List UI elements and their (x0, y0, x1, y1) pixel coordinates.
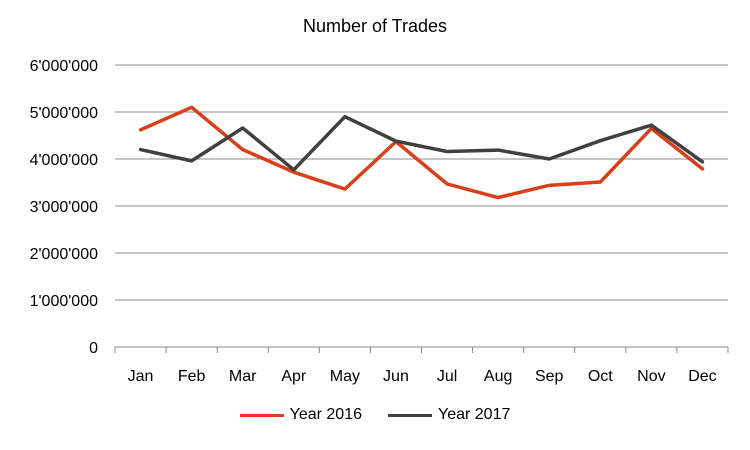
legend-label-2016: Year 2016 (289, 406, 362, 423)
series-line-2016 (138, 105, 705, 200)
x-tick-label: Jan (128, 368, 154, 385)
legend-label-2017: Year 2017 (438, 406, 511, 423)
legend: Year 2016 Year 2017 (0, 406, 750, 424)
y-tick-label: 1'000'000 (30, 293, 99, 310)
series-lines (138, 105, 705, 200)
legend-item-2017: Year 2017 (388, 406, 510, 424)
x-tick-label: Sep (535, 368, 564, 385)
x-tick-label: Jul (437, 368, 457, 385)
gridlines (115, 64, 728, 301)
y-tick-label: 2'000'000 (30, 246, 99, 263)
series-line-2017 (138, 114, 705, 172)
y-tick-label: 0 (89, 340, 98, 357)
x-axis-ticks: Jan Feb Mar Apr May Jun Jul Aug Sep Oct Nov Dec (114, 347, 729, 385)
x-tick-label: Mar (229, 368, 257, 385)
y-axis-ticks: 0 1'000'000 2'000'000 3'000'000 4'000'000 5'0… (30, 58, 99, 357)
legend-item-2016: Year 2016 (239, 406, 362, 424)
y-tick-label: 6'000'000 (30, 58, 99, 75)
x-tick-label: Apr (281, 368, 307, 385)
x-tick-label: Aug (484, 368, 512, 385)
x-tick-label: May (330, 368, 360, 385)
chart-title: Number of Trades (302, 16, 448, 36)
x-tick-label: Dec (688, 368, 716, 385)
x-tick-label: Nov (637, 368, 665, 385)
y-tick-label: 3'000'000 (30, 199, 99, 216)
x-tick-label: Jun (383, 368, 409, 385)
y-tick-label: 4'000'000 (30, 152, 99, 169)
legend-swatch-2017 (388, 413, 432, 417)
x-tick-label: Feb (178, 368, 206, 385)
y-tick-label: 5'000'000 (30, 105, 99, 122)
x-tick-label: Oct (588, 368, 613, 385)
legend-swatch-2016 (239, 413, 284, 417)
